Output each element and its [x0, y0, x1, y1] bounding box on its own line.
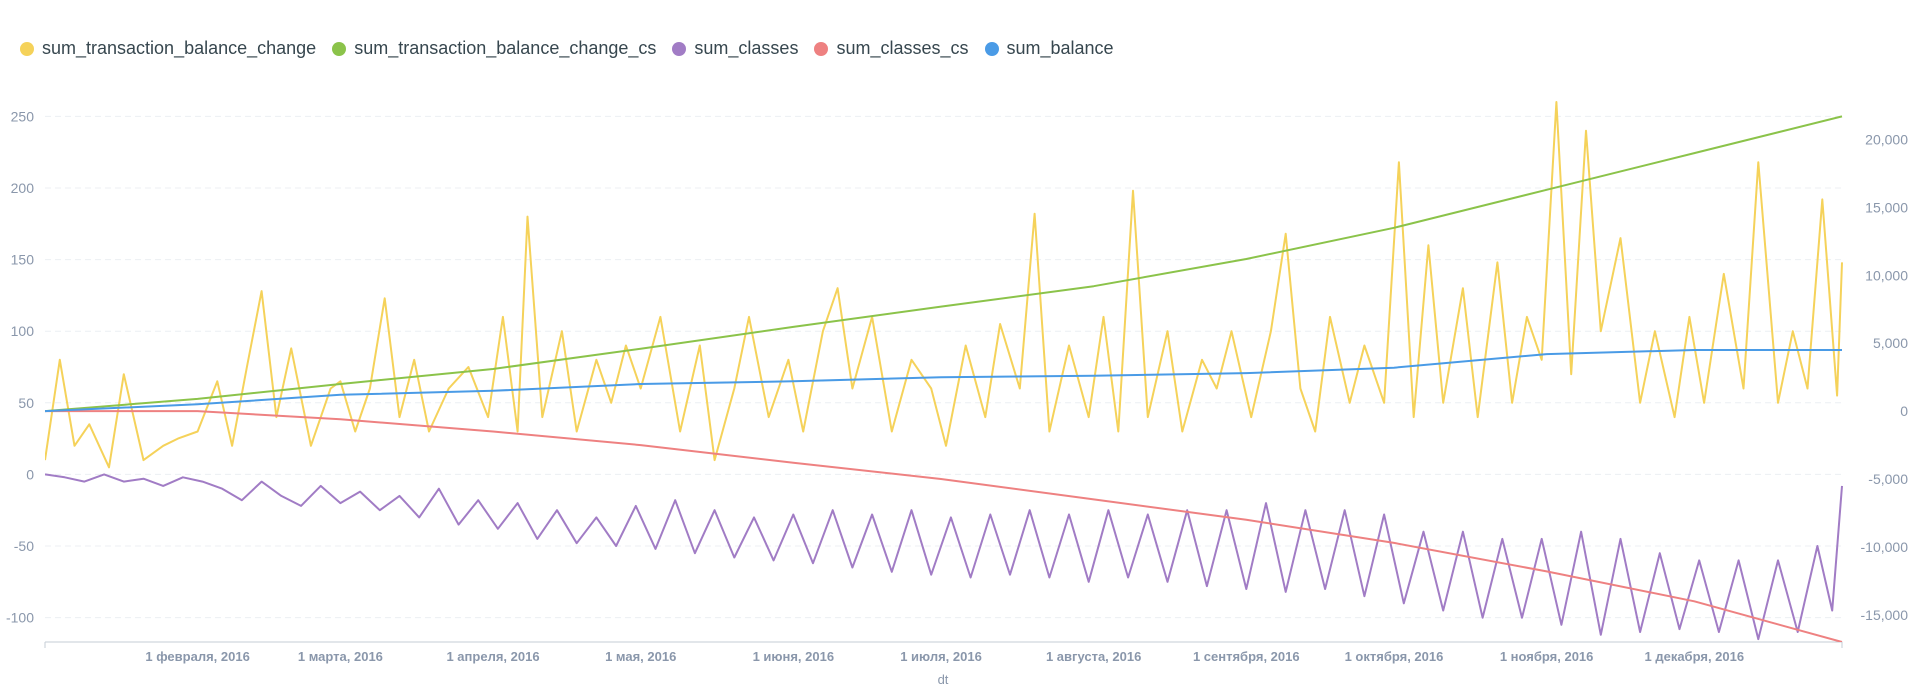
x-tick-label: 1 февраля, 2016 [145, 649, 249, 664]
x-tick-label: 1 апреля, 2016 [446, 649, 539, 664]
y-right-tick-label: 5,000 [1873, 335, 1908, 351]
legend-label: sum_transaction_balance_change [42, 38, 317, 58]
legend-label: sum_classes [694, 38, 799, 58]
y-right-tick-label: 0 [1900, 403, 1908, 419]
legend-item-sum_classes[interactable]: sum_classes [672, 38, 798, 59]
x-axis-title: dt [938, 672, 949, 684]
x-tick-label: 1 ноября, 2016 [1500, 649, 1594, 664]
y-right-tick-label: 15,000 [1865, 199, 1908, 215]
y-left-tick-label: 200 [11, 180, 35, 196]
legend-marker [332, 41, 347, 56]
y-left-tick-label: 150 [11, 252, 35, 268]
y-left-tick-label: 250 [11, 108, 35, 124]
x-tick-label: 1 июля, 2016 [900, 649, 982, 664]
x-tick-label: 1 августа, 2016 [1046, 649, 1141, 664]
series-line-sum_transaction_balance_change_cs [45, 115, 1843, 413]
x-tick-label: 1 июня, 2016 [753, 649, 835, 664]
legend: sum_transaction_balance_change sum_transa… [20, 38, 1114, 59]
legend-item-sum_transaction_balance_change_cs[interactable]: sum_transaction_balance_change_cs [332, 38, 656, 59]
x-tick-label: 1 мая, 2016 [605, 649, 676, 664]
y-right-tick-label: 10,000 [1865, 267, 1908, 283]
legend-label: sum_balance [1006, 38, 1114, 58]
legend-marker [814, 41, 829, 56]
x-tick-label: 1 октября, 2016 [1345, 649, 1444, 664]
y-right-tick-label: -5,000 [1868, 471, 1908, 487]
y-left-tick-label: 50 [18, 395, 34, 411]
series-line-sum_classes [45, 473, 1843, 641]
y-left-tick-label: 0 [26, 466, 34, 482]
series-line-sum_transaction_balance_change [45, 101, 1843, 469]
y-right-tick-label: -15,000 [1861, 607, 1909, 623]
legend-item-sum_balance[interactable]: sum_balance [984, 38, 1114, 59]
y-left-tick-label: -50 [14, 538, 34, 554]
legend-marker [672, 41, 687, 56]
legend-label: sum_transaction_balance_change_cs [354, 38, 657, 58]
legend-marker [20, 41, 34, 56]
legend-item-sum_transaction_balance_change[interactable]: sum_transaction_balance_change [20, 38, 316, 59]
x-tick-label: 1 марта, 2016 [298, 649, 383, 664]
series-line-sum_classes_cs [45, 410, 1843, 642]
legend-label: sum_classes_cs [836, 38, 969, 58]
y-right-tick-label: 20,000 [1865, 132, 1908, 148]
y-right-tick-label: -10,000 [1861, 539, 1909, 555]
y-left-tick-label: 100 [11, 323, 35, 339]
x-tick-label: 1 декабря, 2016 [1645, 649, 1745, 664]
x-tick-label: 1 сентября, 2016 [1193, 649, 1300, 664]
y-left-tick-label: -100 [6, 610, 34, 626]
legend-item-sum_classes_cs[interactable]: sum_classes_cs [814, 38, 969, 59]
series-line-sum_balance [45, 349, 1842, 413]
legend-marker [984, 41, 999, 56]
